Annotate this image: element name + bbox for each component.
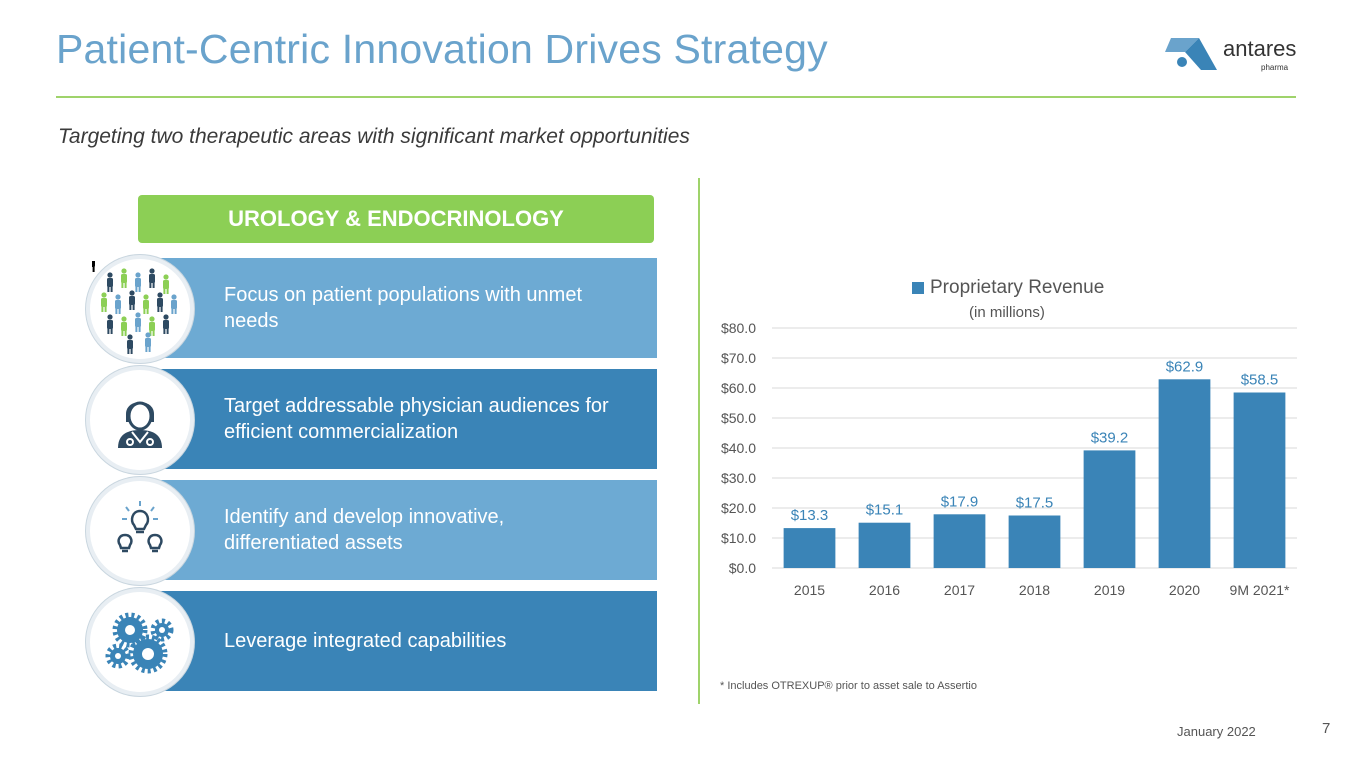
title-divider	[56, 96, 1296, 98]
data-label: $17.9	[941, 493, 979, 510]
x-tick-label: 2015	[794, 582, 825, 598]
strategy-item: Target addressable physician audiences f…	[140, 369, 657, 469]
strategy-text: Focus on patient populations with unmet …	[224, 284, 582, 332]
legend-swatch	[912, 282, 924, 294]
legend-unit: (in millions)	[969, 304, 1045, 321]
category-banner: UROLOGY & ENDOCRINOLOGY	[138, 195, 654, 243]
bar	[858, 522, 911, 568]
people-icon	[86, 255, 194, 363]
x-tick-label: 9M 2021*	[1230, 582, 1290, 598]
strategy-item: Focus on patient populations with unmet …	[140, 258, 657, 358]
footer-date: January 2022	[1177, 724, 1256, 739]
bar	[1083, 450, 1136, 568]
page-number: 7	[1322, 720, 1331, 737]
x-tick-label: 2017	[944, 582, 975, 598]
y-tick-label: $20.0	[721, 500, 756, 516]
y-tick-label: $70.0	[721, 350, 756, 366]
section-divider	[698, 178, 700, 704]
logo-wordmark: antares	[1223, 36, 1297, 61]
physician-icon	[86, 366, 194, 474]
bar	[1233, 392, 1286, 568]
strategy-text: Identify and develop innovative, differe…	[224, 506, 505, 554]
logo-mark-icon	[1165, 38, 1217, 70]
x-tick-label: 2020	[1169, 582, 1200, 598]
chart-legend: Proprietary Revenue	[912, 277, 1104, 299]
bar	[1008, 515, 1061, 568]
strategy-item: Leverage integrated capabilities	[140, 591, 657, 691]
data-label: $58.5	[1241, 372, 1279, 389]
y-tick-label: $80.0	[721, 320, 756, 336]
legend-label: Proprietary Revenue	[930, 277, 1105, 298]
data-label: $62.9	[1166, 358, 1204, 375]
slide-subtitle: Targeting two therapeutic areas with sig…	[58, 125, 690, 148]
company-logo: antares pharma	[1165, 30, 1305, 80]
gears-icon	[86, 588, 194, 696]
data-label: $13.3	[791, 507, 829, 524]
strategy-text: Target addressable physician audiences f…	[224, 395, 609, 443]
y-tick-label: $0.0	[729, 560, 756, 576]
strategy-text: Leverage integrated capabilities	[224, 630, 507, 652]
data-label: $17.5	[1016, 495, 1054, 512]
y-tick-label: $30.0	[721, 470, 756, 486]
data-label: $15.1	[866, 502, 904, 519]
y-tick-label: $10.0	[721, 530, 756, 546]
x-tick-label: 2019	[1094, 582, 1125, 598]
y-tick-label: $60.0	[721, 380, 756, 396]
page-title: Patient-Centric Innovation Drives Strate…	[56, 26, 828, 72]
footnote: * Includes OTREXUP® prior to asset sale …	[720, 680, 977, 692]
strategy-item: Identify and develop innovative, differe…	[140, 480, 657, 580]
bar	[783, 528, 836, 568]
data-label: $39.2	[1091, 429, 1129, 446]
lightbulb-icon	[86, 477, 194, 585]
bar	[933, 514, 986, 568]
bar	[1158, 379, 1211, 568]
x-tick-label: 2016	[869, 582, 900, 598]
y-tick-label: $40.0	[721, 440, 756, 456]
revenue-bar-chart: $0.0 $10.0 $20.0 $30.0 $40.0 $50.0 $60.0 $70.0 $…	[721, 320, 1297, 598]
x-tick-label: 2018	[1019, 582, 1050, 598]
y-tick-label: $50.0	[721, 410, 756, 426]
logo-subtext: pharma	[1261, 63, 1289, 72]
